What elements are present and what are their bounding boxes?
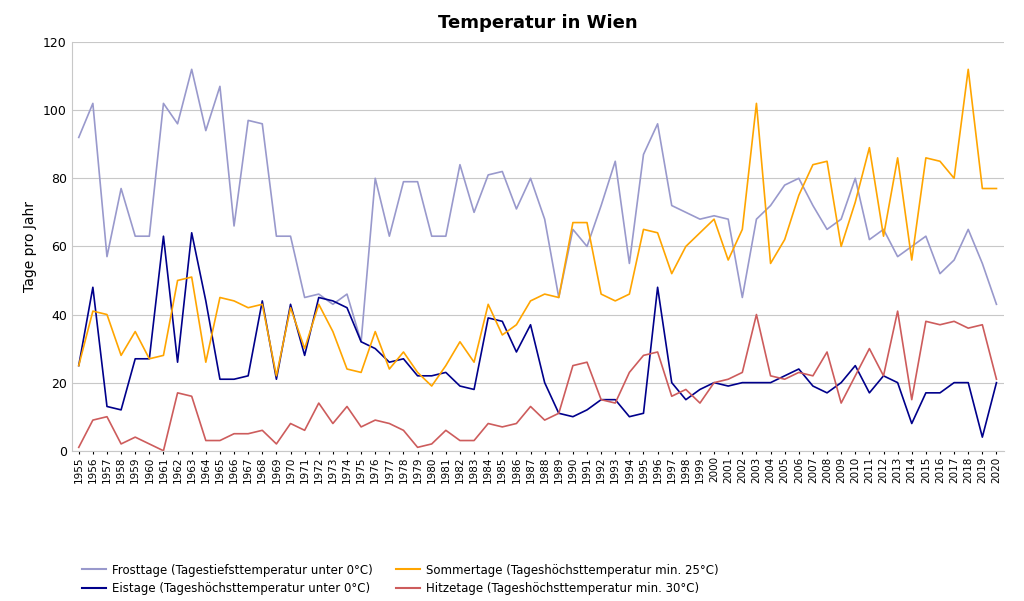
Frosttage (Tagestiefsttemperatur unter 0°C) bbox=[497, 168, 509, 175]
Frosttage (Tagestiefsttemperatur unter 0°C) bbox=[73, 134, 85, 141]
Line: Hitzetage (Tageshöchsttemperatur min. 30°C): Hitzetage (Tageshöchsttemperatur min. 30… bbox=[79, 311, 996, 451]
Sommertage (Tageshöchsttemperatur min. 25°C) bbox=[355, 369, 368, 376]
Hitzetage (Tageshöchsttemperatur min. 30°C) bbox=[892, 308, 904, 315]
Hitzetage (Tageshöchsttemperatur min. 30°C) bbox=[73, 444, 85, 451]
Frosttage (Tagestiefsttemperatur unter 0°C) bbox=[185, 66, 198, 73]
Hitzetage (Tageshöchsttemperatur min. 30°C) bbox=[312, 400, 325, 407]
Eistage (Tageshöchsttemperatur unter 0°C) bbox=[497, 318, 509, 325]
Eistage (Tageshöchsttemperatur unter 0°C) bbox=[807, 382, 819, 389]
Eistage (Tageshöchsttemperatur unter 0°C) bbox=[369, 345, 381, 352]
Hitzetage (Tageshöchsttemperatur min. 30°C) bbox=[482, 420, 495, 427]
Hitzetage (Tageshöchsttemperatur min. 30°C) bbox=[990, 376, 1002, 383]
Frosttage (Tagestiefsttemperatur unter 0°C) bbox=[821, 226, 834, 233]
Sommertage (Tageshöchsttemperatur min. 25°C) bbox=[73, 362, 85, 369]
Line: Eistage (Tageshöchsttemperatur unter 0°C): Eistage (Tageshöchsttemperatur unter 0°C… bbox=[79, 233, 996, 437]
Eistage (Tageshöchsttemperatur unter 0°C) bbox=[312, 294, 325, 301]
Sommertage (Tageshöchsttemperatur min. 25°C) bbox=[482, 300, 495, 308]
Eistage (Tageshöchsttemperatur unter 0°C) bbox=[990, 379, 1002, 386]
Title: Temperatur in Wien: Temperatur in Wien bbox=[438, 14, 637, 32]
Sommertage (Tageshöchsttemperatur min. 25°C) bbox=[298, 345, 310, 352]
Hitzetage (Tageshöchsttemperatur min. 30°C) bbox=[369, 416, 381, 424]
Legend: Frosttage (Tagestiefsttemperatur unter 0°C), Eistage (Tageshöchsttemperatur unte: Frosttage (Tagestiefsttemperatur unter 0… bbox=[78, 559, 723, 600]
Sommertage (Tageshöchsttemperatur min. 25°C) bbox=[426, 382, 438, 389]
Sommertage (Tageshöchsttemperatur min. 25°C) bbox=[497, 331, 509, 338]
Eistage (Tageshöchsttemperatur unter 0°C) bbox=[73, 362, 85, 369]
Eistage (Tageshöchsttemperatur unter 0°C) bbox=[185, 229, 198, 236]
Frosttage (Tagestiefsttemperatur unter 0°C) bbox=[143, 233, 156, 240]
Hitzetage (Tageshöchsttemperatur min. 30°C) bbox=[143, 441, 156, 448]
Frosttage (Tagestiefsttemperatur unter 0°C) bbox=[383, 233, 395, 240]
Sommertage (Tageshöchsttemperatur min. 25°C) bbox=[807, 161, 819, 168]
Eistage (Tageshöchsttemperatur unter 0°C) bbox=[976, 433, 988, 441]
Y-axis label: Tage pro Jahr: Tage pro Jahr bbox=[24, 201, 38, 292]
Eistage (Tageshöchsttemperatur unter 0°C) bbox=[482, 314, 495, 322]
Sommertage (Tageshöchsttemperatur min. 25°C) bbox=[963, 66, 975, 73]
Line: Sommertage (Tageshöchsttemperatur min. 25°C): Sommertage (Tageshöchsttemperatur min. 2… bbox=[79, 69, 996, 386]
Eistage (Tageshöchsttemperatur unter 0°C) bbox=[143, 355, 156, 362]
Frosttage (Tagestiefsttemperatur unter 0°C) bbox=[312, 290, 325, 297]
Hitzetage (Tageshöchsttemperatur min. 30°C) bbox=[497, 423, 509, 430]
Hitzetage (Tageshöchsttemperatur min. 30°C) bbox=[807, 372, 819, 379]
Frosttage (Tagestiefsttemperatur unter 0°C) bbox=[510, 206, 522, 213]
Frosttage (Tagestiefsttemperatur unter 0°C) bbox=[990, 300, 1002, 308]
Hitzetage (Tageshöchsttemperatur min. 30°C) bbox=[158, 447, 170, 454]
Sommertage (Tageshöchsttemperatur min. 25°C) bbox=[990, 185, 1002, 192]
Line: Frosttage (Tagestiefsttemperatur unter 0°C): Frosttage (Tagestiefsttemperatur unter 0… bbox=[79, 69, 996, 342]
Frosttage (Tagestiefsttemperatur unter 0°C) bbox=[355, 338, 368, 346]
Sommertage (Tageshöchsttemperatur min. 25°C) bbox=[143, 355, 156, 362]
